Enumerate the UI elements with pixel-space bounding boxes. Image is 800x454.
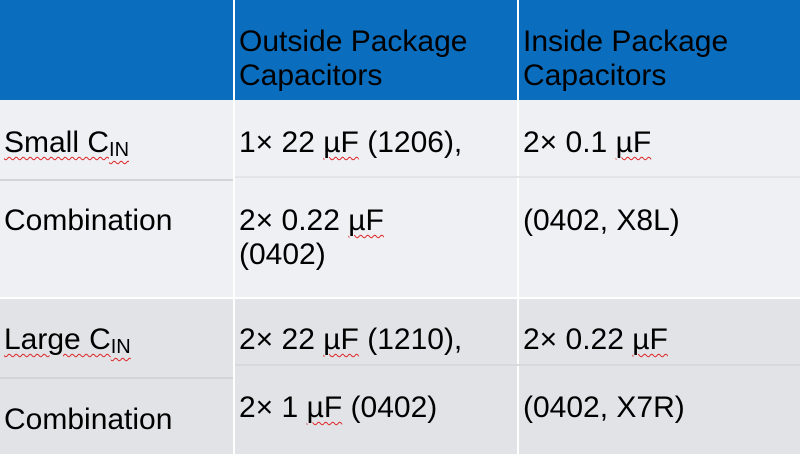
row-small-inside: 2× 0.1 µF (0402, X8L) [519, 100, 800, 297]
value-text: (1210), [358, 323, 463, 356]
label-subscript: IN [110, 336, 131, 358]
row-label-large-cin: Large CIN Combination [0, 299, 233, 454]
row-divider [0, 179, 233, 181]
value-text: 2× 22 [239, 323, 324, 356]
row-divider [235, 364, 800, 366]
header-inside-package: Inside Package Capacitors [519, 0, 800, 100]
label-subscript: IN [109, 139, 130, 161]
unit-text: µF [323, 323, 359, 356]
value-text: 2× 0.22 [523, 323, 633, 356]
row-large-inside: 2× 0.22 µF (0402, X7R) [519, 299, 800, 454]
label-combination: Combination [4, 204, 173, 237]
row-divider [0, 377, 233, 379]
row-large-outside: 2× 22 µF (1210), 2× 1 µF (0402) [235, 299, 517, 454]
value-text: 2× 0.22 [239, 204, 349, 237]
value-text: (0402) [239, 238, 326, 271]
label-main: Large C [4, 323, 111, 356]
value-text: 2× 1 [239, 391, 307, 424]
value-text: (0402, X8L) [523, 204, 680, 237]
label-main: Small C [4, 126, 110, 159]
row-label-small-cin: Small CIN Combination [0, 100, 233, 297]
unit-text: µF [348, 204, 384, 237]
unit-text: µF [323, 126, 359, 159]
unit-text: µF [615, 126, 652, 159]
header-outside-package: Outside Package Capacitors [235, 0, 517, 100]
header-outside-label: Outside Package Capacitors [239, 25, 468, 92]
value-text: 1× 22 [239, 126, 324, 159]
value-text: (0402) [342, 391, 438, 424]
row-divider [235, 176, 800, 178]
value-text: (1206), [358, 126, 463, 159]
unit-text: µF [632, 323, 668, 356]
unit-text: µF [306, 391, 343, 424]
header-inside-label: Inside Package Capacitors [523, 25, 729, 92]
header-cell-empty [0, 0, 233, 100]
value-text: (0402, X7R) [523, 391, 685, 424]
label-combination: Combination [4, 403, 173, 436]
row-small-outside: 1× 22 µF (1206), 2× 0.22 µF (0402) [235, 100, 517, 297]
value-text: 2× 0.1 [523, 126, 616, 159]
